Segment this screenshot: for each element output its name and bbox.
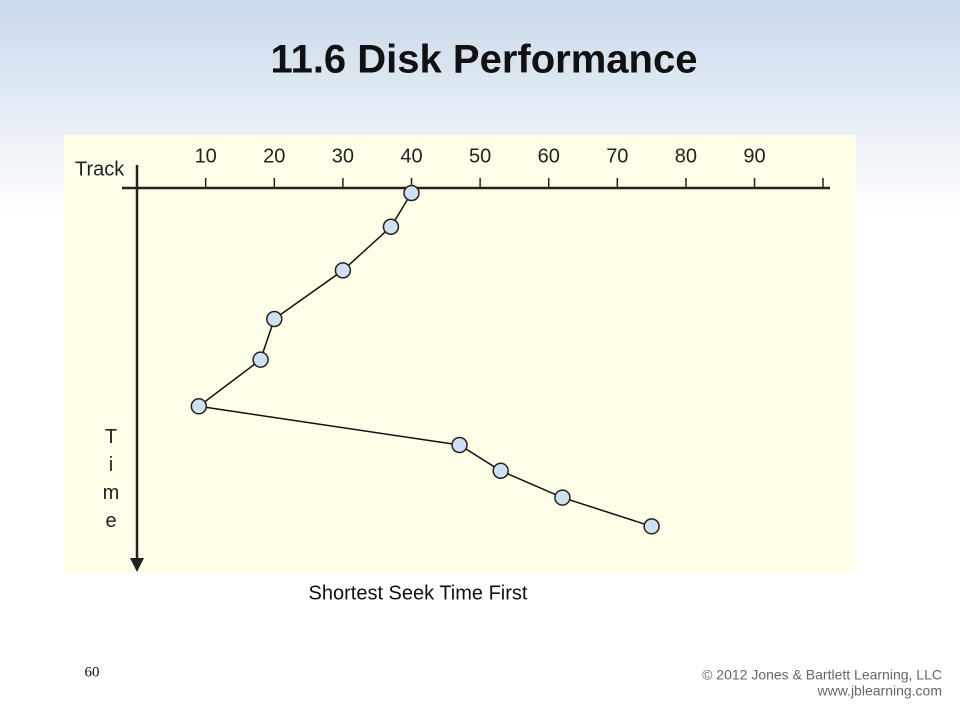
page-number: 60 xyxy=(85,664,100,680)
request-point xyxy=(266,310,283,328)
request-point xyxy=(492,462,509,480)
x-tick-label: 90 xyxy=(743,145,765,167)
request-point xyxy=(451,436,468,454)
x-tick-label: 20 xyxy=(263,145,285,167)
caption: Shortest Seek Time First xyxy=(309,582,528,604)
x-tick-label: 80 xyxy=(675,145,697,167)
request-point xyxy=(334,262,352,279)
plot-background xyxy=(64,135,856,572)
x-tick-label: 10 xyxy=(195,145,217,167)
request-point xyxy=(252,351,269,368)
request-point xyxy=(403,184,420,202)
slide-title: 11.6 Disk Performance xyxy=(271,38,698,82)
x-tick-label: 40 xyxy=(400,145,422,167)
x-tick-label: 50 xyxy=(469,145,491,167)
x-tick-label: 60 xyxy=(538,145,560,167)
x-axis-label: Track xyxy=(75,158,125,180)
request-point xyxy=(643,518,660,535)
website: www.jblearning.com xyxy=(817,683,943,699)
request-point xyxy=(190,398,208,415)
copyright: © 2012 Jones & Bartlett Learning, LLC xyxy=(702,667,942,683)
x-tick-label: 30 xyxy=(332,145,354,167)
request-point xyxy=(554,489,571,506)
x-tick-label: 70 xyxy=(606,145,628,167)
y-axis-arrow xyxy=(130,558,144,572)
request-point xyxy=(382,218,400,235)
seek-path xyxy=(196,192,652,528)
